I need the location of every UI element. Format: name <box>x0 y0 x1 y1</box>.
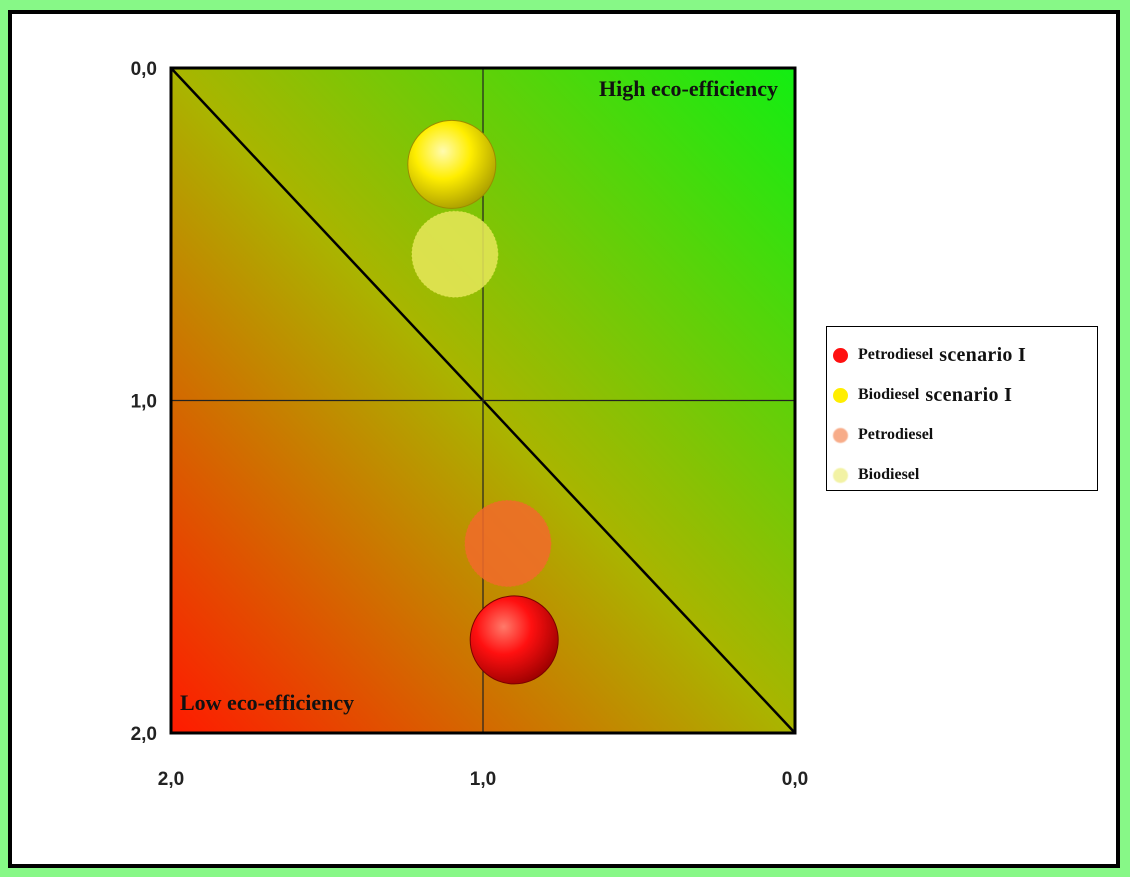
legend-item: Petrodiesel scenario I <box>833 335 1097 375</box>
legend-item: Petrodiesel <box>833 415 1097 455</box>
legend-item: Biodiesel scenario I <box>833 375 1097 415</box>
legend-series-name: Petrodiesel <box>858 426 934 443</box>
legend-series-name: Petrodiesel <box>858 346 934 363</box>
y-tick-label: 1,0 <box>131 392 157 413</box>
legend-series-name: Biodiesel <box>858 466 920 483</box>
legend-series-suffix: scenario I <box>939 343 1027 366</box>
legend-swatch <box>833 387 848 403</box>
bubble-biodiesel <box>411 210 499 298</box>
x-tick-label: 1,0 <box>470 769 496 790</box>
chart-frame: 0,0 1,0 2,0 2,0 1,0 0,0 High eco-efficiency L… <box>8 10 1120 868</box>
low-eco-efficiency-label: Low eco-efficiency <box>180 690 354 715</box>
high-eco-efficiency-label: High eco-efficiency <box>599 76 778 101</box>
legend-swatch <box>833 467 848 483</box>
x-tick-label: 2,0 <box>158 769 184 790</box>
legend-series-suffix: scenario I <box>925 383 1013 406</box>
bubble-petrodiesel <box>464 499 552 587</box>
y-tick-label: 2,0 <box>131 724 157 745</box>
bubble-petrodiesel-scenario-i <box>469 595 559 685</box>
legend-swatch <box>833 347 848 363</box>
x-tick-label: 0,0 <box>782 769 808 790</box>
chart: 0,0 1,0 2,0 2,0 1,0 0,0 High eco-efficiency L… <box>131 59 809 790</box>
legend-item: Biodiesel <box>833 455 1097 495</box>
legend: Petrodiesel scenario I Biodiesel scenario I… <box>826 326 1098 491</box>
plot-border <box>169 66 797 735</box>
legend-series-name: Biodiesel <box>858 386 920 403</box>
y-tick-label: 0,0 <box>131 59 157 80</box>
bubble-biodiesel-scenario-i <box>407 119 497 209</box>
legend-swatch <box>833 427 848 443</box>
